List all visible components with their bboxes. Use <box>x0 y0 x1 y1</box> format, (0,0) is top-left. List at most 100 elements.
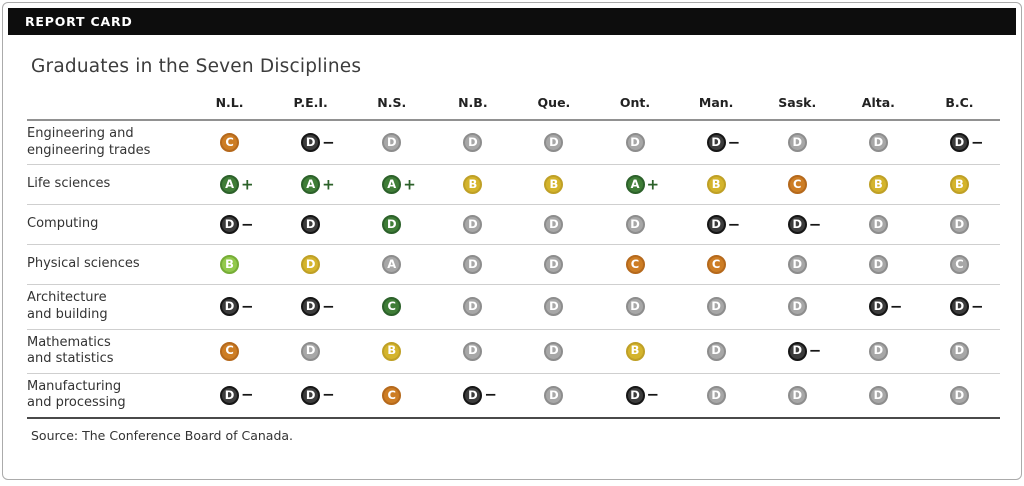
grade-badge: B <box>625 341 645 361</box>
grade-badge: D <box>868 385 888 405</box>
grade-badge: D − <box>301 133 335 153</box>
grade-badge: B <box>220 255 240 275</box>
grade-cell: B <box>513 164 595 204</box>
grade-cell: B <box>432 164 514 204</box>
row-label: Architecture and building <box>27 284 189 328</box>
grade-badge: D − <box>949 297 984 317</box>
grade-badge: D <box>949 341 969 361</box>
grade-cell: D <box>756 372 838 417</box>
grade-cell: D <box>513 328 595 373</box>
grade-badge: A + <box>625 175 659 195</box>
grade-cell: D <box>270 244 352 284</box>
grade-cell: D <box>594 284 676 328</box>
grade-badge: D <box>949 385 969 405</box>
grade-suffix: − <box>727 133 741 152</box>
grade-badge: D <box>463 341 483 361</box>
grade-badge: D <box>625 215 645 235</box>
grade-cell: D <box>432 244 514 284</box>
grade-cell: D <box>675 372 757 417</box>
grade-cell: C <box>351 284 433 328</box>
grade-suffix: − <box>322 297 335 316</box>
grade-badge: A + <box>301 175 335 195</box>
grade-badge: B <box>868 175 888 195</box>
column-header: Que. <box>513 89 595 121</box>
column-header: Alta. <box>837 89 919 121</box>
grade-badge: D <box>301 215 321 235</box>
grade-cell: D − <box>756 328 838 373</box>
grade-badge: D <box>787 255 807 275</box>
grade-cell: D − <box>270 121 351 164</box>
grade-badge: D <box>625 133 645 153</box>
grade-cell: A + <box>189 164 271 204</box>
grade-cell: D <box>432 328 514 373</box>
grade-badge: D − <box>949 133 984 153</box>
grade-suffix: − <box>322 385 335 404</box>
row-label: Manufacturing and processing <box>27 372 189 417</box>
grade-badge: D <box>868 255 888 275</box>
grade-cell: D <box>918 328 1000 373</box>
grade-cell: D − <box>270 284 352 328</box>
grade-badge: C <box>706 255 726 275</box>
grade-badge: D − <box>463 385 497 405</box>
grade-badge: D <box>544 133 564 153</box>
column-header: N.B. <box>432 89 514 121</box>
grade-badge: D <box>463 297 483 317</box>
column-header: P.E.I. <box>270 89 352 121</box>
grade-badge: D − <box>220 385 254 405</box>
grade-badge: D <box>706 297 726 317</box>
grade-cell: D − <box>756 204 838 244</box>
grade-cell: A <box>351 244 433 284</box>
report-card-label: REPORT CARD <box>25 14 133 29</box>
grade-cell: C <box>918 244 1000 284</box>
row-label: Engineering and engineering trades <box>27 126 151 158</box>
grade-suffix: − <box>241 215 254 234</box>
grade-badge: B <box>544 175 564 195</box>
grade-cell: D <box>594 204 676 244</box>
grade-badge: D <box>382 133 402 153</box>
grade-cell: D <box>270 204 352 244</box>
grade-cell: D <box>513 284 595 328</box>
grade-badge: D − <box>706 215 740 235</box>
grade-badge: D <box>544 297 564 317</box>
grade-badge: C <box>949 255 969 275</box>
grade-badge: D − <box>787 215 821 235</box>
grade-cell: D <box>757 121 838 164</box>
grade-cell: D <box>513 372 595 417</box>
grade-cell: D − <box>675 204 757 244</box>
row-label: Mathematics and statistics <box>27 328 189 373</box>
grade-badge: D − <box>301 385 335 405</box>
report-card-header-bar: REPORT CARD <box>8 8 1016 35</box>
grade-suffix: + <box>646 175 660 194</box>
grade-badge: D <box>544 341 564 361</box>
grade-badge: D <box>787 133 807 153</box>
grades-table: N.L. P.E.I. N.S. N.B. Que. Ont. Man. Sask. Alta.… <box>27 89 1000 417</box>
column-header: N.L. <box>189 89 271 121</box>
grade-cell: C <box>351 372 433 417</box>
grade-badge: A + <box>220 175 254 195</box>
grade-cell: C <box>189 121 270 164</box>
grade-badge: D <box>301 341 321 361</box>
grade-badge: C <box>220 341 240 361</box>
grade-cell: C <box>675 244 757 284</box>
grade-cell: C <box>594 244 676 284</box>
grade-cell: A + <box>270 164 352 204</box>
grade-badge: D − <box>220 215 254 235</box>
grade-cell: D <box>270 328 352 373</box>
grade-cell: B <box>594 328 676 373</box>
grade-badge: D − <box>706 133 740 153</box>
report-card-content: Graduates in the Seven Disciplines N.L. P… <box>3 56 1021 443</box>
grade-cell: D <box>432 204 514 244</box>
grade-cell: D <box>756 244 838 284</box>
grade-cell: D <box>756 284 838 328</box>
column-header: Ont. <box>594 89 676 121</box>
grade-cell: D <box>675 284 757 328</box>
grade-cell: D <box>837 244 919 284</box>
grade-cell: D <box>513 244 595 284</box>
grade-badge: D <box>787 297 807 317</box>
source-divider <box>27 417 1000 419</box>
grade-badge: D <box>787 385 807 405</box>
grade-badge: C <box>382 297 402 317</box>
grade-cell: D <box>918 372 1000 417</box>
grade-badge: D <box>463 255 483 275</box>
grade-badge: D <box>706 385 726 405</box>
